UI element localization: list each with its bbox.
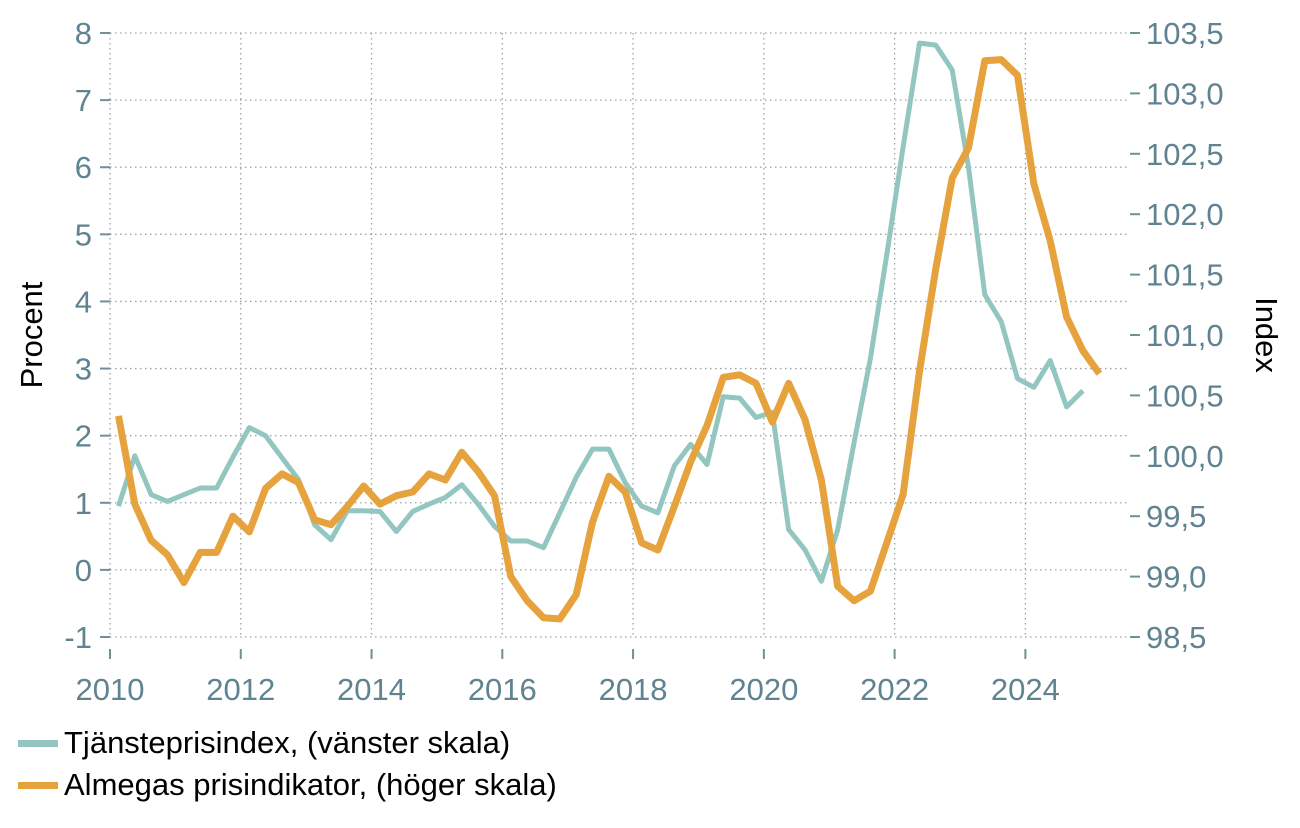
left-tick-label: 4 (75, 284, 92, 319)
right-tick-label: 102,5 (1146, 137, 1224, 172)
legend: Tjänsteprisindex, (vänster skala) Almega… (18, 722, 557, 806)
left-tick-label: 1 (75, 486, 92, 521)
x-tick-label: 2012 (206, 672, 275, 707)
x-axis: 2010 2012 2014 2016 2018 2020 2022 2024 (76, 649, 1060, 707)
x-tick-label: 2014 (337, 672, 406, 707)
right-tick-label: 99,5 (1146, 499, 1206, 534)
left-tick-label: 5 (75, 217, 92, 252)
x-tick-label: 2020 (729, 672, 798, 707)
right-tick-label: 101,5 (1146, 258, 1224, 293)
x-tick-label: 2024 (991, 672, 1060, 707)
right-tick-label: 98,5 (1146, 620, 1206, 655)
legend-swatch-almega (18, 781, 58, 789)
x-tick-label: 2016 (468, 672, 537, 707)
right-tick-label: 102,0 (1146, 197, 1224, 232)
legend-label-almega: Almegas prisindikator, (höger skala) (64, 767, 557, 802)
chart-grid (109, 32, 1130, 638)
left-tick-label: 6 (75, 150, 92, 185)
left-tick-label: 0 (75, 553, 92, 588)
left-y-axis: -1 0 1 2 3 4 5 6 7 8 (64, 16, 110, 655)
right-tick-label: 103,5 (1146, 16, 1224, 51)
left-tick-label: -1 (64, 620, 92, 655)
legend-item-tjansteprisindex: Tjänsteprisindex, (vänster skala) (18, 722, 557, 764)
series-lines (115, 40, 1103, 623)
left-tick-label: 7 (75, 83, 92, 118)
right-tick-label: 99,0 (1146, 560, 1206, 595)
left-axis-title: Procent (14, 281, 49, 388)
x-tick-label: 2018 (599, 672, 668, 707)
legend-swatch-tjansteprisindex (18, 739, 58, 747)
left-tick-label: 3 (75, 352, 92, 387)
x-tick-label: 2022 (860, 672, 929, 707)
right-tick-label: 103,0 (1146, 76, 1224, 111)
right-tick-label: 100,0 (1146, 439, 1224, 474)
series-line-almega (115, 56, 1103, 623)
legend-item-almega: Almegas prisindikator, (höger skala) (18, 764, 557, 806)
left-tick-label: 8 (75, 16, 92, 51)
series-line-tjansteprisindex (116, 40, 1085, 584)
legend-label-tjansteprisindex: Tjänsteprisindex, (vänster skala) (64, 725, 511, 760)
right-y-axis: 98,5 99,0 99,5 100,0 100,5 101,0 101,5 102,0 102… (1130, 16, 1224, 655)
right-tick-label: 100,5 (1146, 378, 1224, 413)
left-tick-label: 2 (75, 419, 92, 454)
x-tick-label: 2010 (76, 672, 145, 707)
right-tick-label: 101,0 (1146, 318, 1224, 353)
right-axis-title: Index (1249, 297, 1284, 373)
